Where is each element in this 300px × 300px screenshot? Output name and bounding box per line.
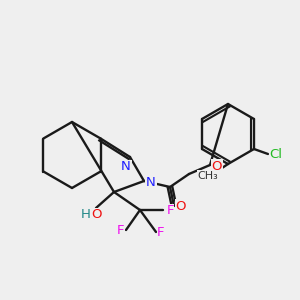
Text: O: O: [92, 208, 102, 221]
Text: CH₃: CH₃: [198, 171, 218, 181]
Text: F: F: [117, 224, 125, 238]
Text: H: H: [81, 208, 91, 221]
Text: F: F: [166, 205, 174, 218]
Text: N: N: [121, 160, 131, 173]
Text: F: F: [157, 226, 165, 239]
Text: O: O: [176, 200, 186, 212]
Text: Cl: Cl: [269, 148, 283, 160]
Text: N: N: [146, 176, 156, 188]
Text: O: O: [212, 160, 222, 172]
